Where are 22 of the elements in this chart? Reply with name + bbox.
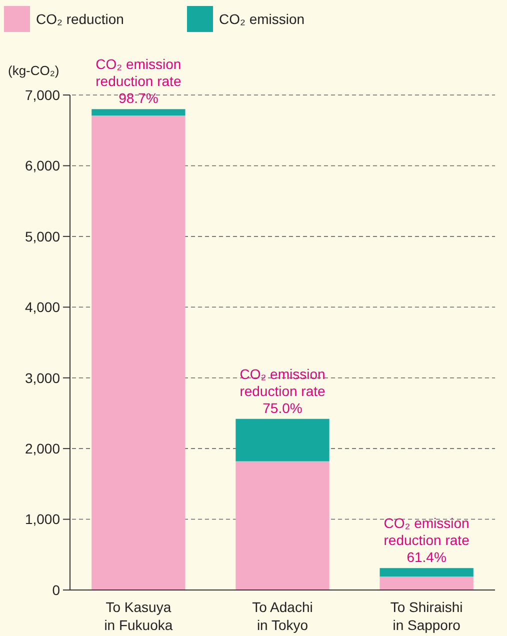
x-tick-label: To Shiraishi in Sapporo: [390, 599, 463, 633]
y-tick-label: 5,000: [24, 228, 60, 244]
y-tick-label: 1,000: [24, 511, 60, 528]
bar: [380, 576, 474, 590]
annotation: CO₂ emission reduction rate 61.4%: [384, 515, 470, 566]
y-tick-label: 6,000: [24, 158, 60, 174]
bar: [236, 418, 330, 462]
y-tick-label: 7,000: [24, 86, 60, 103]
y-tick-label: 3,000: [24, 370, 60, 386]
bar: [92, 109, 186, 116]
bar: [236, 461, 330, 590]
x-tick-label: To Kasuya in Fukuoka: [104, 599, 173, 633]
legend-label: CO₂ reduction: [36, 11, 124, 27]
y-tick-label: 0: [52, 582, 60, 598]
y-tick-label: 2,000: [24, 440, 60, 456]
annotation: CO₂ emission reduction rate 98.7%: [96, 56, 182, 106]
bar: [92, 116, 186, 590]
y-tick-label: 4,000: [24, 299, 60, 316]
legend-label: CO₂ emission: [219, 11, 305, 27]
bar: [380, 568, 474, 577]
x-tick-label: To Adachi in Tokyo: [252, 599, 313, 633]
y-axis-title: (kg-CO₂): [8, 63, 60, 78]
